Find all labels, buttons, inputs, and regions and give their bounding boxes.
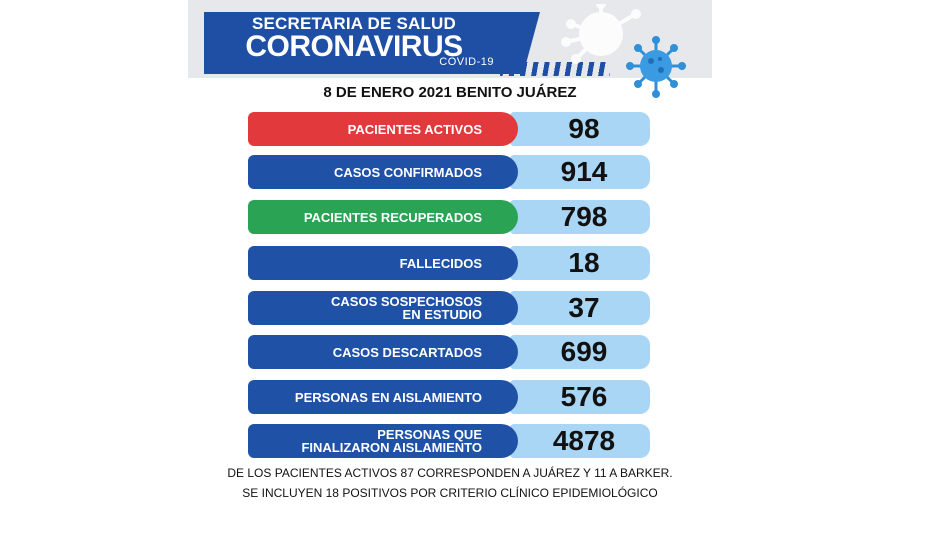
virus-icon [561,4,686,98]
stat-row-pacientes-recuperados: 798 PACIENTES RECUPERADOS [248,200,652,234]
stat-row-personas-en-aislamiento: 576 PERSONAS EN AISLAMIENTO [248,380,652,414]
stat-value: 699 [510,335,650,369]
stat-row-casos-descartados: 699 CASOS DESCARTADOS [248,335,652,369]
stat-label: PERSONAS QUE FINALIZARON AISLAMIENTO [248,424,518,458]
header-line2: CORONAVIRUS [245,30,463,63]
stat-row-casos-sospechosos: 37 CASOS SOSPECHOSOS EN ESTUDIO [248,291,652,325]
footnote-active-breakdown: DE LOS PACIENTES ACTIVOS 87 CORRESPONDEN… [227,466,673,480]
stat-label-line1: PERSONAS QUE [377,427,482,442]
stat-value: 576 [510,380,650,414]
header-stripes [500,62,610,76]
stat-label: CASOS DESCARTADOS [248,335,518,369]
stat-row-fallecidos: 18 FALLECIDOS [248,246,652,280]
stat-row-pacientes-activos: 98 PACIENTES ACTIVOS [248,112,652,146]
stat-label: PERSONAS EN AISLAMIENTO [248,380,518,414]
footnote-clinical-criteria: SE INCLUYEN 18 POSITIVOS POR CRITERIO CL… [242,486,658,500]
stat-value: 4878 [510,424,650,458]
stat-label: PACIENTES ACTIVOS [248,112,518,146]
stat-label-line2: EN ESTUDIO [402,307,482,322]
stat-value: 914 [510,155,650,189]
stat-value: 98 [510,112,650,146]
stat-label-line2: FINALIZARON AISLAMIENTO [301,440,482,455]
stat-label: PACIENTES RECUPERADOS [248,200,518,234]
stat-label: CASOS SOSPECHOSOS EN ESTUDIO [248,291,518,325]
covid-report-poster: SECRETARIA DE SALUD CORONAVIRUS COVID-19 [188,0,712,533]
header-line1: SECRETARIA DE SALUD [251,14,457,33]
header-title-box: SECRETARIA DE SALUD CORONAVIRUS COVID-19 [204,12,540,74]
stat-row-casos-confirmados: 914 CASOS CONFIRMADOS [248,155,652,189]
report-date: 8 DE ENERO 2021 BENITO JUÁREZ [323,84,577,101]
header-line3: COVID-19 [439,56,494,68]
stat-label-line1: CASOS SOSPECHOSOS [331,294,482,309]
stat-value: 798 [510,200,650,234]
stat-label: FALLECIDOS [248,246,518,280]
stat-value: 37 [510,291,650,325]
stat-value: 18 [510,246,650,280]
stat-row-personas-finalizaron-aislamiento: 4878 PERSONAS QUE FINALIZARON AISLAMIENT… [248,424,652,458]
stat-label: CASOS CONFIRMADOS [248,155,518,189]
